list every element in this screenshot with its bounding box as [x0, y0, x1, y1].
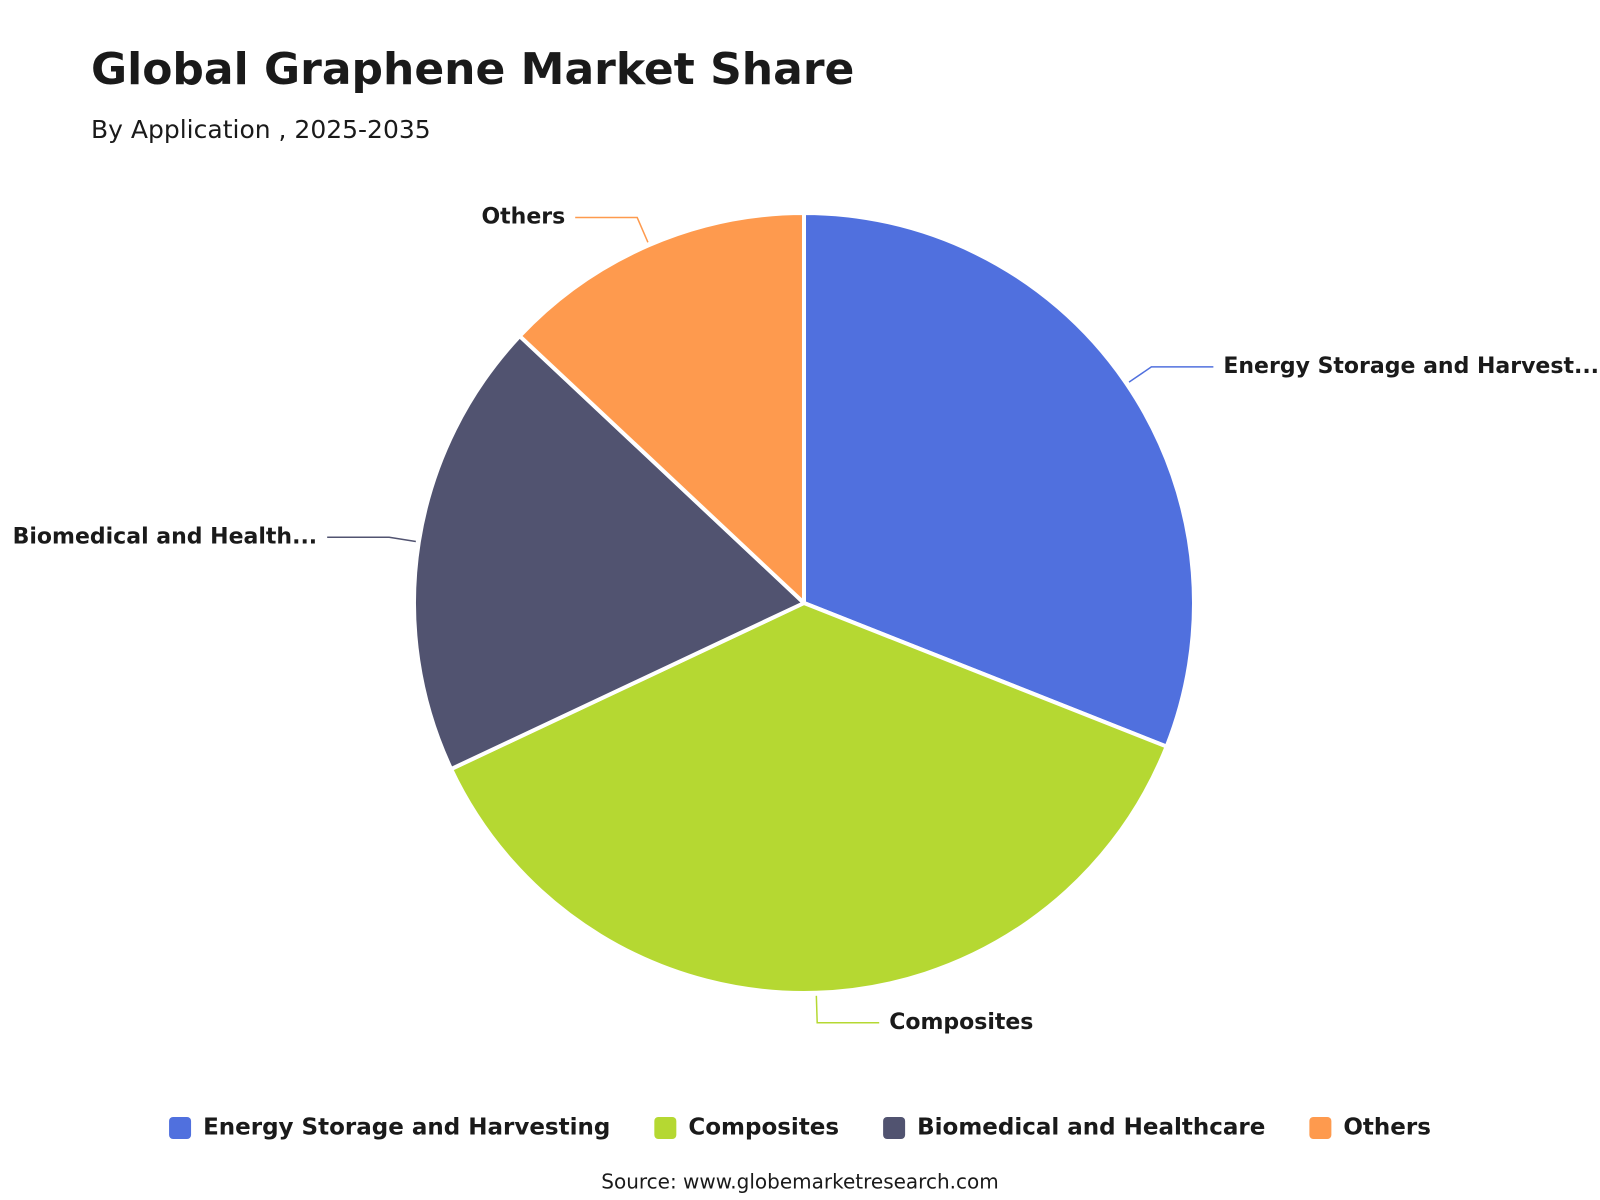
- source: Source: www.globemarketresearch.com: [601, 1170, 998, 1194]
- legend-label: Composites: [688, 1115, 839, 1141]
- leader-line: [1128, 366, 1214, 383]
- data-label: Others: [481, 205, 565, 230]
- leader-line: [815, 995, 880, 1024]
- legend-label: Biomedical and Healthcare: [917, 1115, 1265, 1141]
- pie-slice: [802, 211, 1196, 749]
- legend-swatch: [883, 1117, 906, 1139]
- pie-slice: [412, 334, 806, 772]
- data-label: Composites: [889, 1010, 1033, 1035]
- legend-swatch: [654, 1117, 677, 1139]
- data-label: Biomedical and Health...: [13, 524, 318, 549]
- legend-swatch: [1309, 1117, 1332, 1139]
- legend-label: Others: [1343, 1115, 1431, 1141]
- leader-line: [327, 536, 416, 543]
- legend-swatch: [169, 1117, 192, 1139]
- chart-title: Global Graphene Market Share: [91, 44, 854, 95]
- pie-slice: [449, 601, 1169, 995]
- data-label: Energy Storage and Harvest...: [1223, 354, 1599, 379]
- legend-label: Energy Storage and Harvesting: [203, 1115, 610, 1141]
- leader-line: [575, 216, 649, 243]
- pie-slice: [517, 211, 806, 605]
- chart-subtitle: By Application , 2025-2035: [91, 115, 431, 144]
